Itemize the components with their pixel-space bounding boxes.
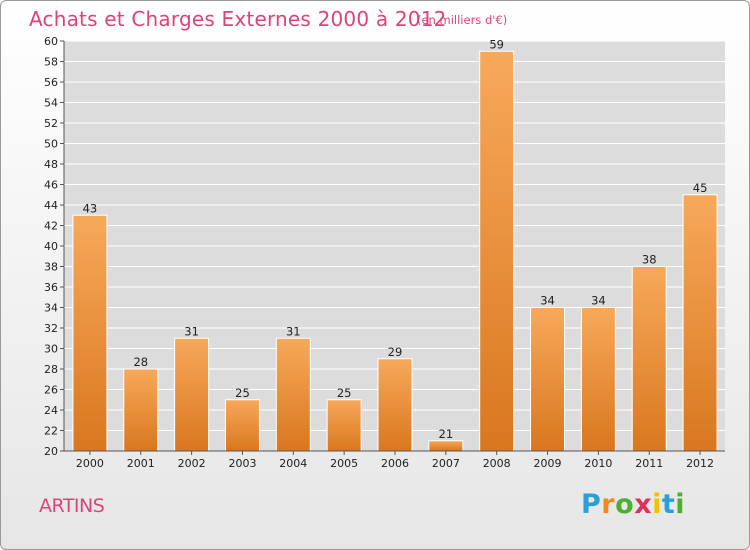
logo-letter: x (634, 489, 653, 520)
x-tick-label: 2003 (228, 457, 256, 470)
bar-2005 (326, 399, 362, 452)
y-tick-label: 54 (44, 97, 58, 110)
proxiti-logo[interactable]: Proxiti (581, 489, 685, 520)
bar-2004 (275, 337, 311, 452)
y-tick-label: 36 (44, 281, 58, 294)
x-tick-label: 2004 (279, 457, 307, 470)
bar-2001 (123, 368, 159, 452)
bar-value-label: 25 (235, 386, 250, 400)
y-tick-label: 46 (44, 179, 58, 192)
bar-value-label: 31 (286, 324, 301, 338)
y-axis: 20 22 24 26 28 30 32 34 36 38 40 42 44 46 48 50 52 54 56 58… (44, 35, 65, 458)
y-tick-label: 30 (44, 343, 58, 356)
logo-letter: P (581, 489, 602, 520)
bar-value-label: 29 (388, 345, 403, 359)
x-tick-label: 2007 (432, 457, 460, 470)
y-tick-label: 42 (44, 220, 58, 233)
bar-value-label: 34 (540, 294, 555, 308)
x-tick-label: 2005 (330, 457, 358, 470)
bar-value-label: 34 (591, 294, 606, 308)
x-tick-label: 2010 (584, 457, 612, 470)
bar-2010 (580, 307, 616, 452)
bar-2002 (174, 337, 210, 452)
bar-value-label: 28 (133, 355, 148, 369)
bar-value-label: 21 (439, 427, 454, 441)
bar-value-label: 31 (184, 324, 199, 338)
y-tick-label: 52 (44, 117, 58, 130)
bar-value-label: 43 (83, 201, 98, 215)
bar-value-label: 25 (337, 386, 352, 400)
bar-value-label: 59 (489, 37, 504, 51)
y-tick-label: 58 (44, 56, 58, 69)
x-tick-label: 2006 (381, 457, 409, 470)
y-tick-label: 28 (44, 363, 58, 376)
x-tick-label: 2008 (483, 457, 511, 470)
y-tick-label: 56 (44, 76, 58, 89)
bar-2006 (377, 358, 413, 452)
bar-2012 (682, 194, 718, 452)
x-tick-label: 2002 (178, 457, 206, 470)
x-tick-label: 2001 (127, 457, 155, 470)
y-tick-label: 44 (44, 199, 58, 212)
chart-subtitle: (en milliers d'€) (417, 13, 508, 27)
x-axis: 2000 2001 2002 2003 2004 2005 2006 2007 2008 2009… (64, 450, 725, 470)
bar-value-label: 38 (642, 253, 657, 267)
y-tick-label: 24 (44, 404, 58, 417)
bar-2007 (428, 440, 464, 452)
y-tick-label: 48 (44, 158, 58, 171)
bar-2011 (631, 266, 667, 452)
chart-title: Achats et Charges Externes 2000 à 2012 (29, 7, 447, 31)
logo-letter: i (652, 489, 662, 520)
y-tick-label: 34 (44, 302, 58, 315)
y-tick-label: 26 (44, 384, 58, 397)
logo-letter: i (675, 489, 686, 520)
bar-2008 (479, 50, 515, 452)
y-tick-label: 40 (44, 240, 58, 253)
bars: 43 28 31 25 31 25 29 21 59 34 34 38 45 (72, 37, 718, 452)
y-tick-label: 32 (44, 322, 58, 335)
bar-2009 (530, 307, 566, 452)
x-tick-label: 2009 (534, 457, 562, 470)
bar-2003 (224, 399, 260, 452)
y-tick-label: 60 (44, 35, 58, 48)
x-tick-label: 2011 (635, 457, 663, 470)
y-tick-label: 50 (44, 138, 58, 151)
logo-letter: t (661, 489, 676, 520)
y-tick-label: 38 (44, 261, 58, 274)
x-tick-label: 2012 (686, 457, 714, 470)
logo-letter: r (601, 489, 616, 520)
bar-value-label: 45 (693, 181, 708, 195)
x-tick-label: 2000 (76, 457, 104, 470)
y-tick-label: 20 (44, 445, 58, 458)
y-tick-label: 22 (44, 425, 58, 438)
logo-letter: o (615, 489, 635, 520)
commune-name: ARTINS (39, 495, 105, 517)
bar-2000 (72, 214, 108, 452)
